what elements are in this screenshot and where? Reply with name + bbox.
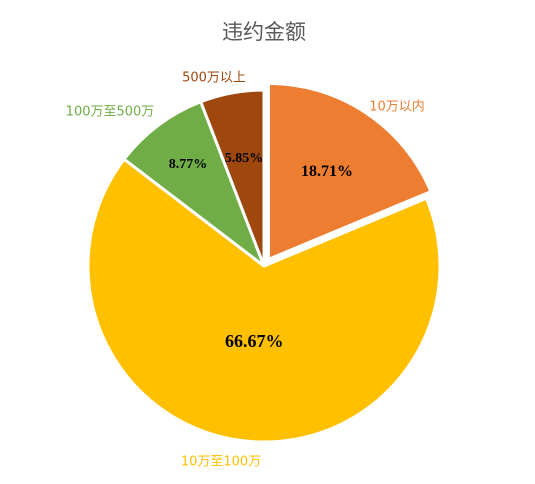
slice-value-label: 18.71%	[301, 163, 353, 180]
slice-category-label: 100万至500万	[66, 105, 155, 120]
slice-value-label: 66.67%	[225, 331, 284, 351]
chart-title: 违约金额	[222, 20, 306, 44]
slice-category-label: 10万至100万	[181, 455, 261, 470]
slice-value-label: 5.85%	[225, 151, 264, 166]
slice-category-label: 10万以内	[369, 99, 425, 115]
pie-labels: 18.71% 10万以内 66.67% 10万至100万 8.77% 100万至500万 5…	[66, 71, 425, 470]
pie-slice	[266, 81, 433, 261]
pie-slice	[199, 88, 266, 268]
pie-slices	[86, 81, 442, 444]
slice-category-label: 500万以上	[182, 71, 246, 86]
pie-slice	[122, 100, 266, 268]
slice-value-label: 8.77%	[169, 157, 208, 172]
pie-slice	[86, 157, 442, 444]
